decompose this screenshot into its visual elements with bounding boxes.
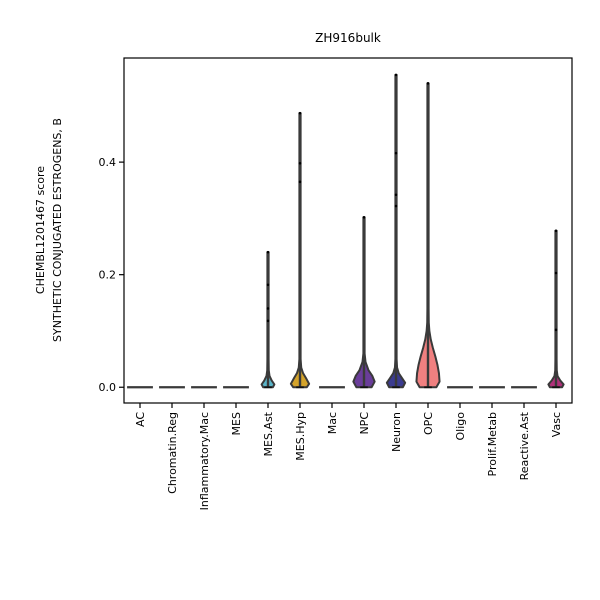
data-point-MES.Ast-2 [266,319,270,323]
x-tick-label-0: AC [134,412,147,427]
data-point-Neuron-0 [394,151,398,155]
x-axis: AC Chromatin.Reg Inflammatory.Mac MES MES.As… [134,403,563,510]
y-axis-title-line2: SYNTHETIC CONJUGATED ESTROGENS, B [51,118,64,342]
y-axis: 0.0 0.2 0.4 [99,156,124,394]
x-tick-label-2: Inflammatory.Mac [198,412,211,510]
x-tick-label-10: Oligo [454,412,467,441]
chart-title: ZH916bulk [315,31,381,45]
x-tick-label-8: Neuron [390,412,403,452]
data-point-NPC-0 [362,215,366,219]
violin-Vasc [547,229,565,389]
data-point-MES.Hyp-0 [298,161,302,165]
data-point-Vasc-1 [554,328,558,332]
y-tick-label-1: 0.2 [99,269,117,282]
x-tick-label-7: NPC [358,412,371,435]
x-tick-label-9: OPC [422,412,435,435]
x-tick-label-12: Reactive.Ast [518,411,531,480]
x-tick-label-11: Prolif.Metab [486,412,499,476]
violin-MES.Hyp [289,111,311,389]
violin-OPC [415,82,441,389]
x-tick-label-13: Vasc [550,412,563,437]
y-axis-title-line1: CHEMBL1201467 score [34,166,47,294]
data-point-MES.Ast-1 [266,307,270,310]
violin-NPC [352,215,376,389]
violin-MES.Ast [260,250,276,389]
data-point-Neuron-2 [394,204,398,208]
plot-frame [123,57,573,404]
x-tick-label-1: Chromatin.Reg [166,412,179,494]
x-tick-label-5: MES.Hyp [294,412,307,461]
data-point-Neuron-3 [394,73,398,77]
plot-area [127,73,565,389]
data-point-MES.Ast-3 [266,250,270,254]
x-tick-label-6: Mac [326,412,339,434]
data-point-MES.Ast-0 [266,283,270,287]
violin-Neuron [385,73,407,389]
data-point-MES.Hyp-2 [298,111,302,115]
data-point-Vasc-2 [554,229,558,233]
data-point-Vasc-0 [554,271,558,275]
x-tick-label-3: MES [230,412,243,435]
y-tick-label-0: 0.0 [99,381,117,394]
y-tick-label-2: 0.4 [99,156,117,169]
data-point-MES.Hyp-1 [298,180,302,184]
x-tick-label-4: MES.Ast [262,411,275,456]
data-point-Neuron-1 [394,193,398,197]
data-point-OPC-0 [426,82,430,85]
